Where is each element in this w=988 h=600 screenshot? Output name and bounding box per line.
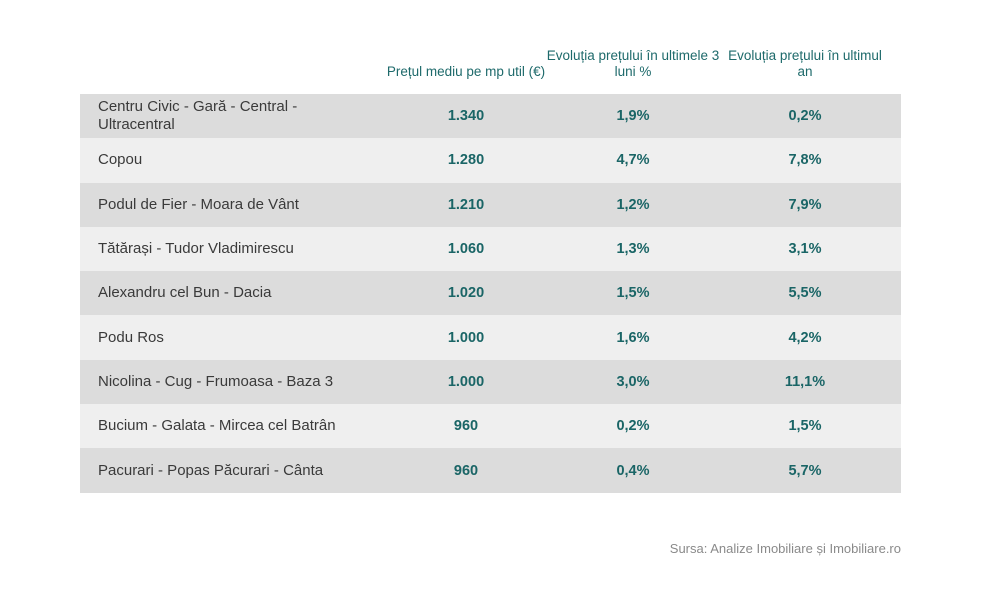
price-value: 1.210 — [447, 196, 485, 213]
change-1y-value: 5,7% — [788, 462, 822, 479]
table-row: Bucium - Galata - Mircea cel Batrân 960 0,… — [80, 404, 901, 449]
zone-name: Tătărași - Tudor Vladimirescu — [98, 240, 294, 258]
change-1y-value: 1,5% — [788, 418, 822, 435]
table-row: Copou 1.280 4,7% 7,8% — [80, 138, 901, 183]
zone-name: Podu Ros — [98, 328, 164, 346]
price-value: 1.340 — [447, 108, 485, 125]
price-value: 1.000 — [447, 373, 485, 390]
table-header: Prețul mediu pe mp util (€) Evoluția pre… — [80, 0, 901, 94]
header-change-1y: Evoluția prețului în ultimul an — [728, 48, 882, 79]
header-price: Prețul mediu pe mp util (€) — [386, 64, 546, 79]
header-zone — [80, 80, 386, 94]
zone-name: Copou — [98, 151, 143, 169]
change-3m-value: 1,3% — [616, 241, 650, 258]
zone-name: Bucium - Galata - Mircea cel Batrân — [98, 417, 336, 435]
price-table: Prețul mediu pe mp util (€) Evoluția pre… — [80, 0, 901, 493]
change-3m-value: 1,5% — [616, 285, 650, 302]
table-row: Podul de Fier - Moara de Vânt 1.210 1,2% 7,… — [80, 182, 901, 227]
change-3m-value: 3,0% — [616, 373, 650, 390]
change-1y-value: 7,9% — [788, 196, 822, 213]
table-row: Pacurari - Popas Păcurari - Cânta 960 0,4%… — [80, 448, 901, 493]
table-row: Alexandru cel Bun - Dacia 1.020 1,5% 5,5% — [80, 271, 901, 316]
zone-name: Nicolina - Cug - Frumoasa - Baza 3 — [98, 372, 334, 390]
zone-name: Centru Civic - Gară - Central - Ultracen… — [98, 98, 298, 134]
price-value: 1.060 — [447, 241, 485, 258]
table-row: Podu Ros 1.000 1,6% 4,2% — [80, 315, 901, 360]
change-3m-value: 1,9% — [616, 108, 650, 125]
table-body: Centru Civic - Gară - Central - Ultracen… — [80, 94, 901, 493]
change-3m-value: 4,7% — [616, 152, 650, 169]
price-value: 960 — [453, 462, 479, 479]
price-value: 1.020 — [447, 285, 485, 302]
price-value: 1.000 — [447, 329, 485, 346]
change-1y-value: 0,2% — [788, 108, 822, 125]
change-1y-value: 7,8% — [788, 152, 822, 169]
change-3m-value: 1,6% — [616, 329, 650, 346]
zone-name: Alexandru cel Bun - Dacia — [98, 284, 272, 302]
change-3m-value: 0,4% — [616, 462, 650, 479]
zone-name: Podul de Fier - Moara de Vânt — [98, 195, 299, 213]
table-row: Centru Civic - Gară - Central - Ultracen… — [80, 94, 901, 139]
change-3m-value: 0,2% — [616, 418, 650, 435]
header-change-3m: Evoluția prețului în ultimele 3 luni % — [546, 48, 720, 79]
change-1y-value: 3,1% — [788, 241, 822, 258]
zone-name: Pacurari - Popas Păcurari - Cânta — [98, 461, 324, 479]
price-value: 960 — [453, 418, 479, 435]
table-row: Tătărași - Tudor Vladimirescu 1.060 1,3% 3,… — [80, 226, 901, 272]
change-1y-value: 4,2% — [788, 329, 822, 346]
change-1y-value: 11,1% — [784, 373, 826, 390]
change-3m-value: 1,2% — [616, 196, 650, 213]
price-value: 1.280 — [447, 152, 485, 169]
source-note: Sursa: Analize Imobiliare și Imobiliare.… — [669, 541, 901, 556]
change-1y-value: 5,5% — [788, 285, 822, 302]
table-row: Nicolina - Cug - Frumoasa - Baza 3 1.000 3… — [80, 359, 901, 405]
